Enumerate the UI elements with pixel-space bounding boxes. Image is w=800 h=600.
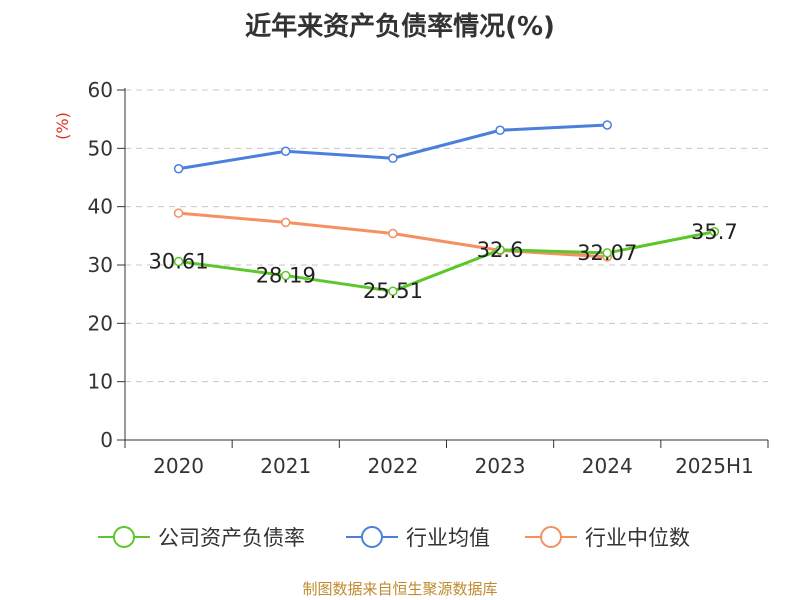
data-point bbox=[388, 153, 398, 163]
x-tick-label: 2022 bbox=[367, 454, 418, 478]
data-label: 32.6 bbox=[477, 238, 524, 262]
y-tick-label: 0 bbox=[100, 428, 113, 452]
legend-swatch-marker bbox=[113, 526, 135, 548]
series-line bbox=[177, 230, 716, 293]
data-point bbox=[173, 208, 184, 218]
grid-lines bbox=[125, 89, 768, 383]
data-point bbox=[281, 270, 291, 281]
x-tick-label: 2021 bbox=[260, 454, 311, 478]
data-point bbox=[281, 217, 291, 228]
x-tick-label: 2024 bbox=[582, 454, 633, 478]
y-tick-label: 50 bbox=[88, 136, 113, 160]
data-point bbox=[281, 146, 291, 156]
data-label: 35.7 bbox=[691, 220, 738, 244]
y-tick-label: 10 bbox=[88, 370, 113, 394]
axes: 0 10 20 30 40 50 60 2020 2021 2022 2023 2024 2025H1 (… bbox=[53, 78, 769, 478]
y-tick-label: 40 bbox=[88, 195, 113, 219]
data-label: 25.51 bbox=[363, 279, 423, 303]
data-point bbox=[709, 227, 720, 237]
x-tick-label: 2023 bbox=[475, 454, 526, 478]
data-label: 28.19 bbox=[256, 264, 316, 288]
data-point bbox=[602, 120, 612, 130]
data-label: 30.61 bbox=[149, 249, 209, 273]
y-tick-label: 20 bbox=[88, 311, 113, 335]
x-tick-label: 2020 bbox=[153, 454, 204, 478]
legend-label: 公司资产负债率 bbox=[158, 526, 305, 550]
y-tick-label: 60 bbox=[88, 78, 113, 102]
y-tick-label: 30 bbox=[88, 253, 113, 277]
source-note: 制图数据来自恒生聚源数据库 bbox=[302, 580, 498, 598]
data-point bbox=[173, 164, 184, 174]
data-point bbox=[173, 256, 184, 267]
data-point bbox=[388, 228, 398, 239]
series-lines bbox=[173, 120, 720, 296]
data-point bbox=[495, 245, 505, 255]
data-point bbox=[495, 125, 505, 135]
data-labels: 30.61 28.19 25.51 32.6 32.07 35.7 bbox=[149, 220, 738, 303]
y-axis-label: (%) bbox=[53, 112, 72, 140]
data-point bbox=[602, 248, 612, 258]
legend-swatch-marker bbox=[361, 526, 383, 548]
legend-swatch-marker bbox=[540, 526, 562, 548]
legend-label: 行业中位数 bbox=[585, 526, 690, 550]
legend-label: 行业均值 bbox=[406, 526, 490, 550]
data-label: 32.07 bbox=[577, 241, 637, 265]
chart-title: 近年来资产负债率情况(%) bbox=[245, 12, 555, 42]
legend: 公司资产负债率 行业均值 行业中位数 bbox=[98, 526, 690, 550]
data-point bbox=[388, 286, 398, 296]
x-tick-label: 2025H1 bbox=[675, 454, 754, 478]
